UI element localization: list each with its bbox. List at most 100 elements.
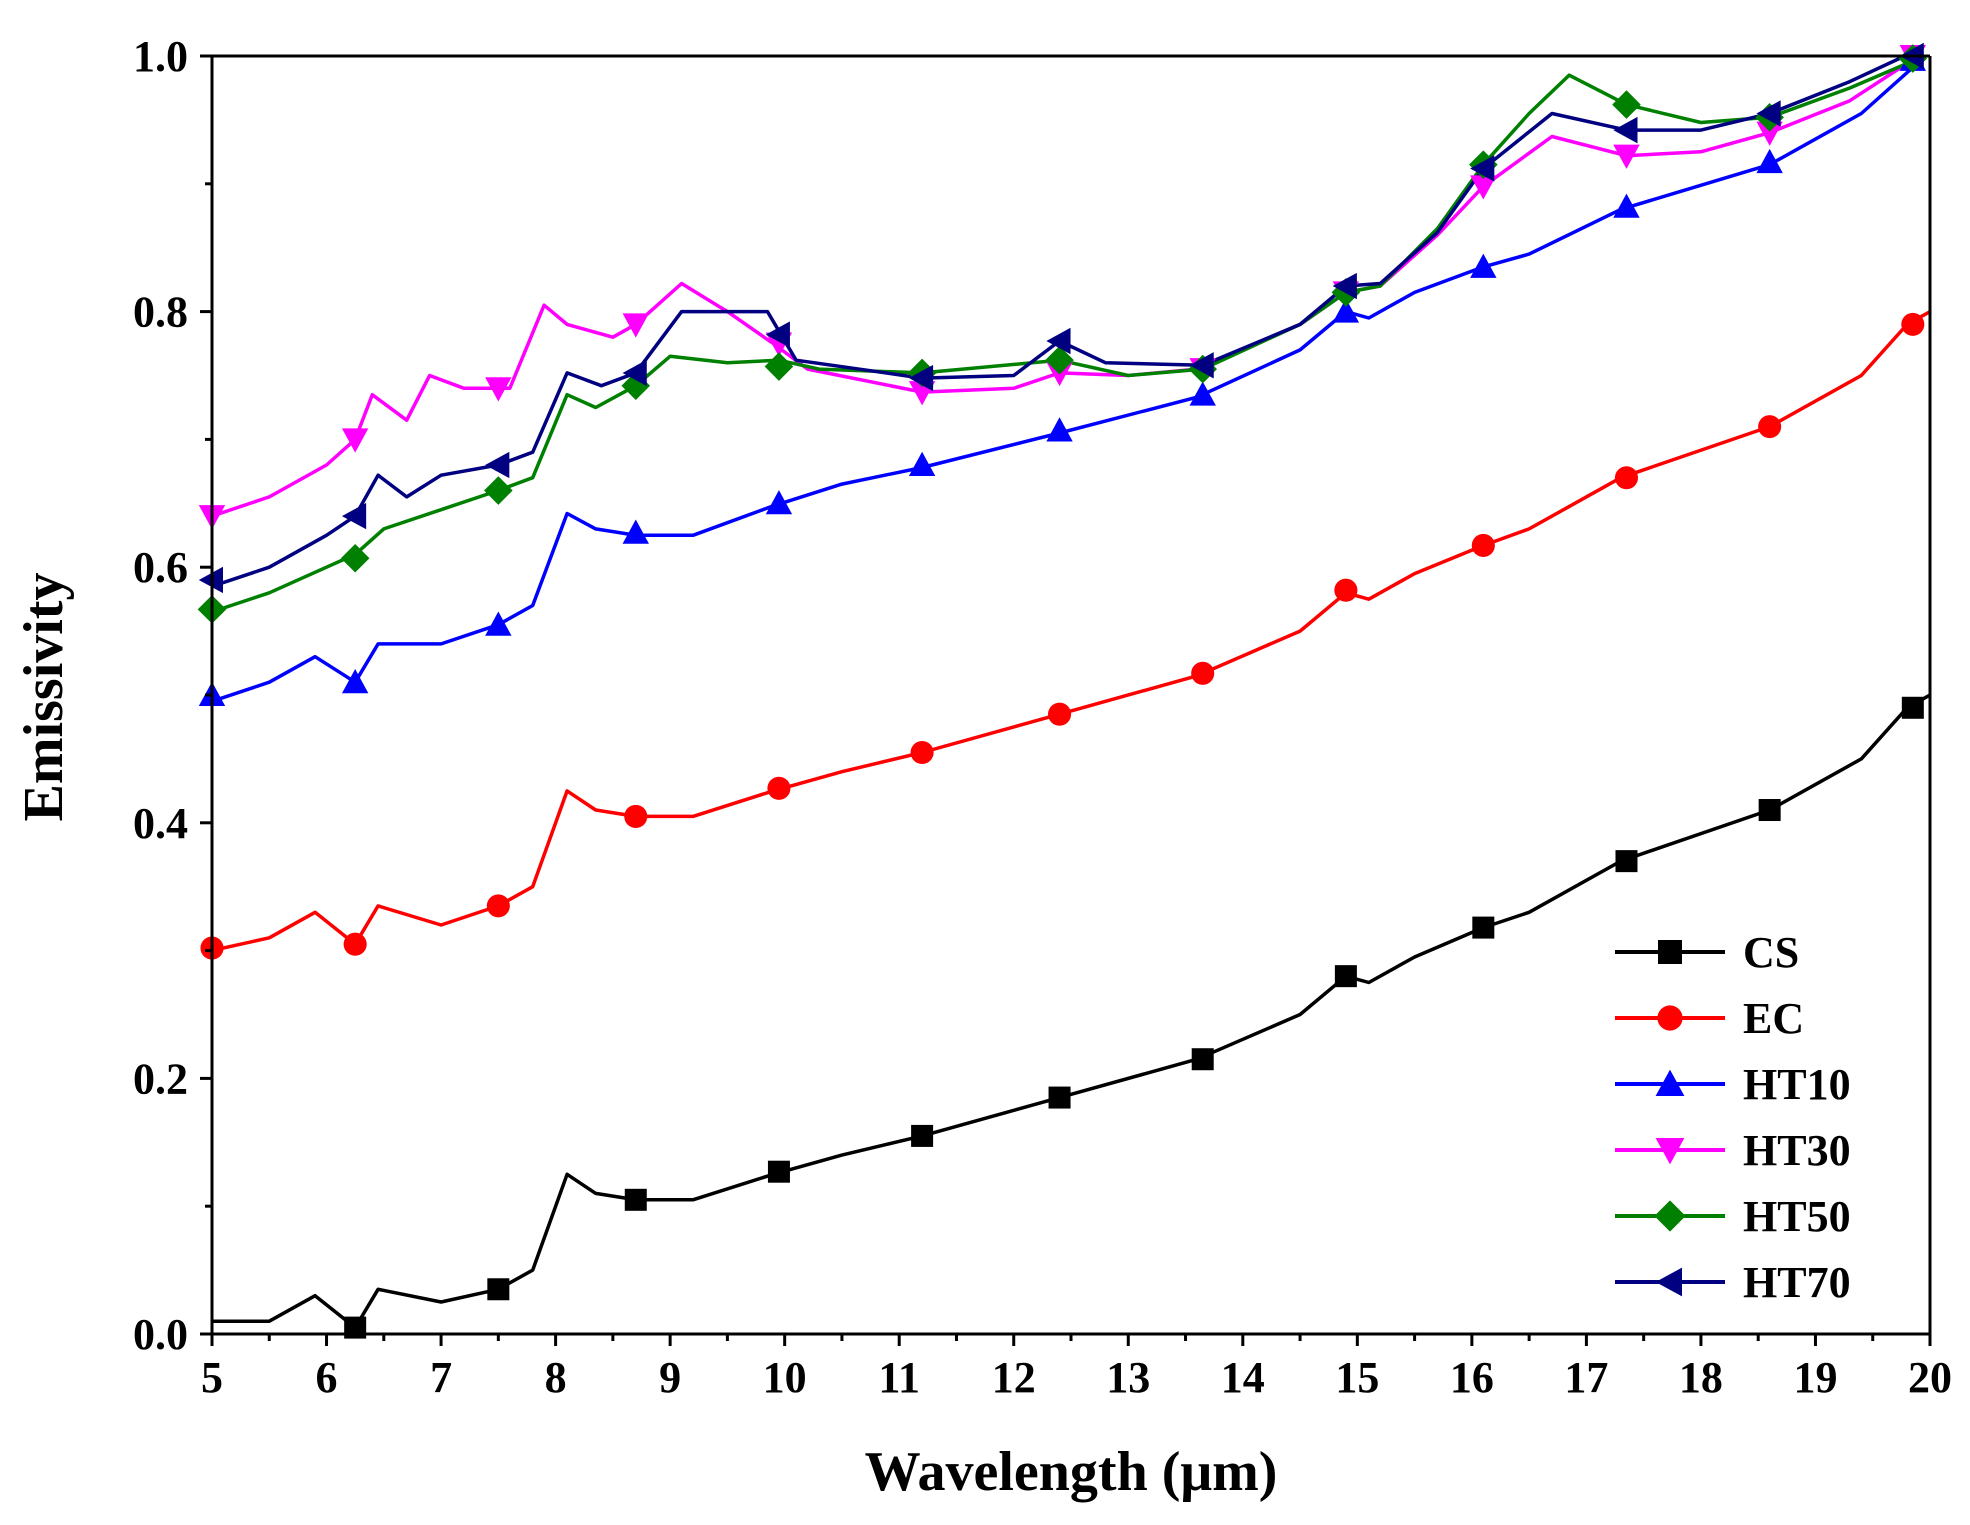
legend-item-ht70: HT70 <box>1615 1258 1851 1307</box>
data-point-ht70 <box>1470 155 1495 182</box>
data-point-ht70 <box>1756 100 1781 127</box>
legend-label-ht30: HT30 <box>1743 1126 1851 1175</box>
x-tick-label: 18 <box>1679 1353 1723 1402</box>
legend-item-ht10: HT10 <box>1615 1060 1851 1109</box>
legend-marker-ht30 <box>1655 1138 1685 1165</box>
y-tick-label: 1.0 <box>133 32 188 81</box>
data-point-ec <box>486 894 510 918</box>
data-point-ht10 <box>485 611 512 636</box>
x-tick-label: 19 <box>1793 1353 1837 1402</box>
data-point-ec <box>624 804 648 828</box>
data-point-ht50 <box>340 543 370 573</box>
legend-label-ht10: HT10 <box>1743 1060 1851 1109</box>
x-tick-label: 7 <box>430 1353 452 1402</box>
data-point-ht70 <box>341 502 367 530</box>
data-point-ht50 <box>1045 345 1074 375</box>
marker-layer <box>197 42 1928 1339</box>
data-point-ec <box>1614 466 1639 490</box>
legend-marker-ht10 <box>1655 1069 1685 1096</box>
y-tick-label: 0.4 <box>133 799 188 848</box>
data-point-cs <box>1901 696 1924 719</box>
data-point-ht10 <box>622 519 649 544</box>
x-tick-label: 8 <box>545 1353 567 1402</box>
x-tick-label: 12 <box>992 1353 1036 1402</box>
legend-marker-ht50 <box>1654 1200 1686 1232</box>
data-point-ht30 <box>1613 144 1640 169</box>
data-point-ec <box>1334 578 1358 602</box>
data-point-ec <box>910 740 934 765</box>
data-point-ht70 <box>622 359 647 387</box>
series-line-ht10 <box>212 61 1920 704</box>
x-tick-label: 6 <box>316 1353 338 1402</box>
data-point-cs <box>1758 799 1781 822</box>
data-point-cs <box>1615 850 1638 873</box>
data-point-ec <box>1471 533 1495 558</box>
y-tick-label: 0.0 <box>133 1310 188 1359</box>
x-tick-label: 5 <box>201 1353 223 1402</box>
x-axis-title: Wavelength (μm) <box>865 1441 1278 1503</box>
data-point-ht70 <box>765 321 790 348</box>
legend-marker-ec <box>1657 1005 1683 1031</box>
data-point-cs <box>1472 916 1495 939</box>
data-point-ht30 <box>1470 175 1497 200</box>
data-point-ht50 <box>484 476 513 505</box>
data-point-cs <box>1191 1048 1214 1071</box>
data-point-ht70 <box>1613 116 1638 144</box>
data-point-ht30 <box>485 377 512 402</box>
series-line-ht70 <box>212 56 1909 589</box>
data-point-cs <box>911 1124 934 1147</box>
data-point-ht10 <box>1332 298 1360 323</box>
data-point-ht70 <box>908 364 934 392</box>
data-point-ht30 <box>341 428 369 453</box>
data-point-ht30 <box>1756 121 1783 146</box>
axes: 5 6 7 8 9 10 11 12 13 14 15 16 17 18 19 20 0.0 0.2 0.4 0.6 0… <box>133 32 1952 1402</box>
data-point-ht70 <box>1332 272 1357 300</box>
x-tick-label: 10 <box>763 1353 807 1402</box>
data-point-ht30 <box>622 313 649 338</box>
x-tick-label: 15 <box>1335 1353 1379 1402</box>
data-point-ec <box>1047 702 1072 726</box>
x-tick-label: 20 <box>1908 1353 1952 1402</box>
x-tick-label: 14 <box>1221 1353 1265 1402</box>
x-tick-label: 9 <box>659 1353 681 1402</box>
data-point-ht10 <box>1756 148 1783 174</box>
data-point-ht70 <box>485 451 510 479</box>
data-point-ec <box>767 776 791 800</box>
legend-marker-cs <box>1658 940 1682 964</box>
series-line-cs <box>212 693 1930 1330</box>
legend-item-ht30: HT30 <box>1615 1126 1851 1175</box>
x-tick-label: 16 <box>1450 1353 1494 1402</box>
y-tick-label: 0.2 <box>133 1054 188 1103</box>
data-point-ec <box>1901 312 1925 336</box>
y-axis-title: Emissivity <box>13 573 75 822</box>
data-point-cs <box>624 1188 647 1211</box>
data-point-ht10 <box>908 451 936 476</box>
data-point-ht10 <box>1189 381 1216 406</box>
data-point-ht50 <box>764 352 794 381</box>
data-point-cs <box>487 1278 510 1301</box>
legend-label-ec: EC <box>1743 994 1804 1043</box>
x-tick-label: 13 <box>1106 1353 1150 1402</box>
legend-label-ht50: HT50 <box>1743 1192 1851 1241</box>
data-point-ht10 <box>341 669 369 694</box>
data-point-ec <box>1191 661 1215 685</box>
x-tick-label: 17 <box>1564 1353 1608 1402</box>
x-tick-label: 11 <box>878 1353 920 1402</box>
legend-label-cs: CS <box>1743 928 1799 977</box>
legend: CS EC HT10 HT30 HT50 HT70 <box>1615 928 1851 1307</box>
data-point-ht10 <box>1470 253 1497 278</box>
legend-item-cs: CS <box>1615 928 1799 977</box>
legend-label-ht70: HT70 <box>1743 1258 1851 1307</box>
data-point-ht10 <box>1046 417 1073 442</box>
legend-item-ht50: HT50 <box>1615 1192 1851 1241</box>
data-point-ht70 <box>1189 352 1214 379</box>
series-line-ht30 <box>212 56 1920 518</box>
series-layer <box>212 56 1930 1330</box>
data-point-ht70 <box>1046 327 1071 355</box>
data-point-ht10 <box>765 490 793 515</box>
data-point-ec <box>1758 415 1782 439</box>
data-point-ht50 <box>1612 90 1641 119</box>
legend-marker-ht70 <box>1655 1267 1682 1297</box>
